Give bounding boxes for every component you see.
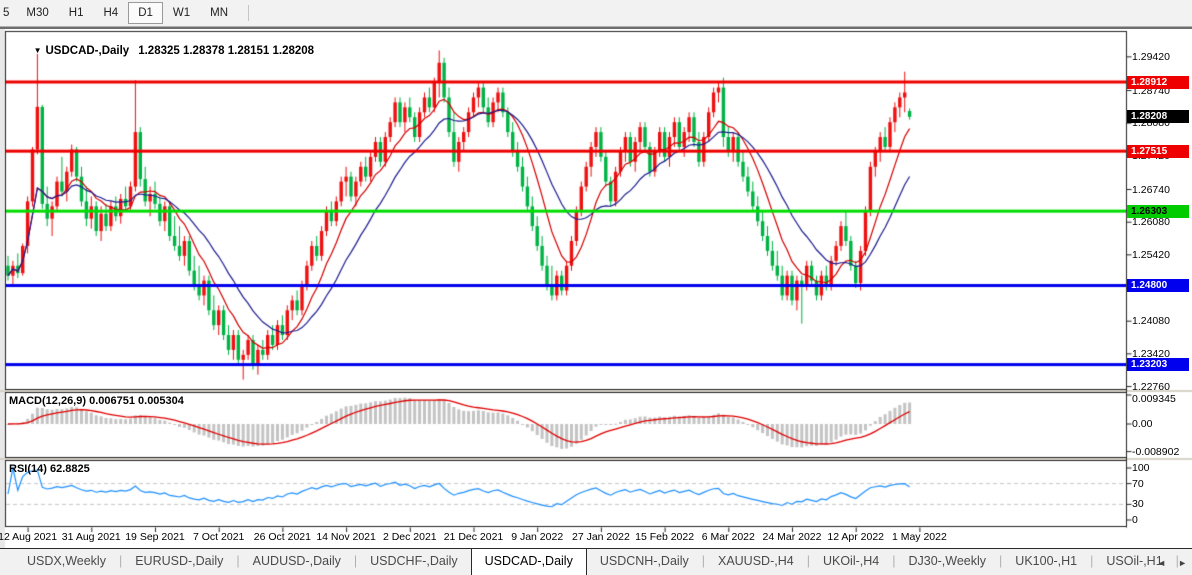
tab-eurusd-daily[interactable]: EURUSD-,Daily [135,554,224,568]
chart-region: ▼ USDCAD-,Daily 1.28325 1.28378 1.28151 1.… [0,29,1192,548]
tab-usdx-weekly[interactable]: USDX,Weekly [27,554,106,568]
tab-separator: | [118,554,123,568]
timeframe-button-w1[interactable]: W1 [172,7,191,19]
tab-scroll-right-icon[interactable]: ► [1178,557,1187,568]
symbol-tabbar: USDX,Weekly | EURUSD-,Daily | AUDUSD-,Daily |… [0,548,1192,575]
tab-separator: | [1175,554,1179,568]
timeframe-button-5[interactable]: 5 [3,7,10,19]
tab-dj30-weekly[interactable]: DJ30-,Weekly [908,554,987,568]
tab-separator: | [806,554,810,568]
tab-ukoil-h4[interactable]: UKOil-,H4 [822,554,880,568]
tab-uk100-h1[interactable]: UK100-,H1 [1015,554,1078,568]
tab-scroll-arrows: ◄ ► [1157,549,1187,575]
timeframe-button-mn[interactable]: MN [210,7,229,19]
timeframe-button-h4[interactable]: H4 [103,7,119,19]
tab-audusd-daily[interactable]: AUDUSD-,Daily [252,554,341,568]
timeframe-toolbar: 5 M30 H1 H4 D1 W1 MN [0,0,1192,27]
tab-usdcad-daily[interactable]: USDCAD-,Daily [470,549,587,575]
tab-separator: | [892,554,896,568]
tab-separator: | [1090,554,1094,568]
timeframe-button-h1[interactable]: H1 [68,7,84,19]
timeframe-button-d1[interactable]: D1 [128,2,163,24]
window-frame-line [0,27,1192,29]
tab-usoil-h1[interactable]: USOil-,H1 [1106,554,1163,568]
tab-scroll-left-icon[interactable]: ◄ [1157,557,1167,568]
tab-separator: | [236,554,240,568]
tab-xauusd-h4[interactable]: XAUUSD-,H4 [717,554,794,568]
timeframe-button-m30[interactable]: M30 [26,7,49,19]
tab-usdchf-daily[interactable]: USDCHF-,Daily [370,554,458,568]
toolbar-separator [248,5,250,21]
tab-separator: | [701,554,705,568]
tab-usdcnh-daily[interactable]: USDCNH-,Daily [599,554,689,568]
chart-canvas[interactable] [0,29,1192,548]
tab-separator: | [353,554,358,568]
tab-separator: | [999,554,1003,568]
